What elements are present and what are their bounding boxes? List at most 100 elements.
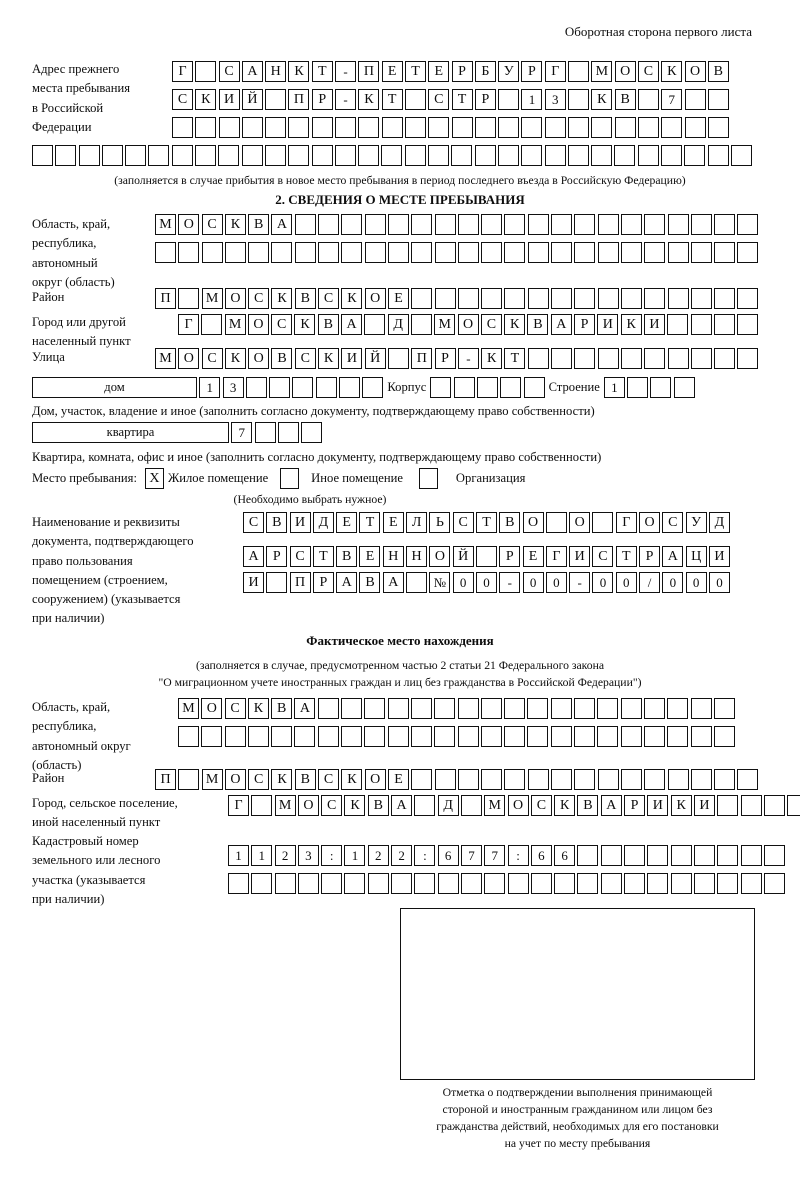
prev-address-r2-cell-8[interactable]: - — [335, 89, 357, 110]
city-cell-3[interactable]: М — [224, 314, 246, 335]
actual-region-r1-cell-12[interactable] — [434, 698, 456, 719]
region-r2-cell-11[interactable] — [387, 242, 409, 263]
doc-r2-cell-4[interactable]: Т — [312, 546, 334, 567]
prev-address-r4-cell-25[interactable] — [591, 145, 613, 166]
korpus-cell-5[interactable] — [523, 377, 545, 398]
actual-region-r1-cell-23[interactable] — [690, 698, 712, 719]
actual-city-cell-7[interactable]: В — [367, 795, 389, 816]
doc-r2-cell-2[interactable]: Р — [266, 546, 288, 567]
region-r2-cell-26[interactable] — [737, 242, 759, 263]
prev-address-r2-cell-14[interactable]: Р — [474, 89, 496, 110]
actual-city-cell-11[interactable] — [460, 795, 482, 816]
actual-region-r2-cell-15[interactable] — [504, 726, 526, 747]
region-r1-cell-12[interactable] — [411, 214, 433, 235]
region-r2-cell-4[interactable] — [224, 242, 246, 263]
cadastral-r1-cell-5[interactable]: : — [321, 845, 343, 866]
actual-city-cell-18[interactable]: Р — [624, 795, 646, 816]
doc-r1-cell-3[interactable]: И — [289, 512, 311, 533]
prev-address-r4-cell-11[interactable] — [264, 145, 286, 166]
prev-address-r2-cell-5[interactable] — [265, 89, 287, 110]
region-r2-cell-20[interactable] — [597, 242, 619, 263]
prev-address-r2-cell-18[interactable] — [568, 89, 590, 110]
doc-r1-cell-14[interactable] — [545, 512, 567, 533]
city-cell-5[interactable]: С — [271, 314, 293, 335]
district-cell-13[interactable] — [434, 288, 456, 309]
doc-r1-cell-5[interactable]: Е — [336, 512, 358, 533]
city-cell-6[interactable]: К — [294, 314, 316, 335]
prev-address-r2-cell-7[interactable]: Р — [311, 89, 333, 110]
region-r2-cell-24[interactable] — [690, 242, 712, 263]
prev-address-r1-cell-6[interactable]: К — [288, 61, 310, 82]
cadastral-r2-cell-20[interactable] — [670, 873, 692, 894]
prev-address-r2-cell-24[interactable] — [707, 89, 729, 110]
cadastral-r1-cell-6[interactable]: 1 — [344, 845, 366, 866]
doc-r3-cell-9[interactable]: № — [429, 572, 451, 593]
prev-address-r3-cell-7[interactable] — [311, 117, 333, 138]
city-cell-12[interactable]: М — [434, 314, 456, 335]
cadastral-r2-cell-11[interactable] — [460, 873, 482, 894]
street-cell-20[interactable] — [597, 348, 619, 369]
prev-address-r3-cell-18[interactable] — [568, 117, 590, 138]
street-cell-21[interactable] — [620, 348, 642, 369]
prev-address-r3-cell-15[interactable] — [498, 117, 520, 138]
house-cell-8[interactable] — [362, 377, 384, 398]
actual-city-cell-9[interactable] — [414, 795, 436, 816]
region-r1-cell-3[interactable]: С — [201, 214, 223, 235]
prev-address-r4-cell-19[interactable] — [451, 145, 473, 166]
prev-address-r4-cell-22[interactable] — [521, 145, 543, 166]
district-cell-6[interactable]: К — [271, 288, 293, 309]
actual-district-cell-14[interactable] — [457, 769, 479, 790]
actual-city-cell-16[interactable]: В — [577, 795, 599, 816]
doc-r2-cell-16[interactable]: С — [592, 546, 614, 567]
actual-district-cell-26[interactable] — [737, 769, 759, 790]
actual-district-cell-2[interactable] — [178, 769, 200, 790]
cadastral-r1-cell-15[interactable]: 6 — [554, 845, 576, 866]
city-cell-15[interactable]: К — [504, 314, 526, 335]
actual-district-cell-9[interactable]: К — [341, 769, 363, 790]
prev-address-r2-cell-11[interactable] — [404, 89, 426, 110]
actual-region-r1-cell-22[interactable] — [667, 698, 689, 719]
prev-address-r4-cell-31[interactable] — [730, 145, 752, 166]
actual-region-r2-cell-14[interactable] — [480, 726, 502, 747]
house-cell-3[interactable] — [245, 377, 267, 398]
prev-address-r4-cell-9[interactable] — [218, 145, 240, 166]
doc-r2-cell-1[interactable]: А — [243, 546, 264, 567]
doc-r1-cell-19[interactable]: С — [662, 512, 684, 533]
cadastral-r1-cell-8[interactable]: 2 — [391, 845, 413, 866]
region-r1-cell-2[interactable]: О — [178, 214, 200, 235]
actual-region-r2-cell-23[interactable] — [690, 726, 712, 747]
actual-city-cell-13[interactable]: О — [507, 795, 529, 816]
region-r2-cell-9[interactable] — [341, 242, 363, 263]
actual-region-r1-cell-17[interactable] — [550, 698, 572, 719]
region-r1-cell-18[interactable] — [551, 214, 573, 235]
region-r1-cell-21[interactable] — [620, 214, 642, 235]
actual-region-r2-cell-20[interactable] — [620, 726, 642, 747]
cadastral-r1-cell-10[interactable]: 6 — [437, 845, 459, 866]
doc-r3-cell-6[interactable]: В — [359, 572, 381, 593]
doc-r2-cell-5[interactable]: В — [336, 546, 358, 567]
prev-address-r2-cell-3[interactable]: И — [218, 89, 240, 110]
region-r2-cell-14[interactable] — [457, 242, 479, 263]
actual-district-cell-25[interactable] — [714, 769, 736, 790]
prev-address-r3-cell-8[interactable] — [335, 117, 357, 138]
district-cell-25[interactable] — [714, 288, 736, 309]
region-r1-cell-22[interactable] — [644, 214, 666, 235]
street-cell-15[interactable]: К — [481, 348, 503, 369]
actual-district-cell-22[interactable] — [644, 769, 666, 790]
prev-address-r1-cell-4[interactable]: А — [241, 61, 263, 82]
city-cell-21[interactable]: И — [643, 314, 665, 335]
city-cell-11[interactable] — [410, 314, 432, 335]
actual-city-cell-12[interactable]: М — [484, 795, 506, 816]
actual-district-cell-20[interactable] — [597, 769, 619, 790]
city-cell-14[interactable]: С — [480, 314, 502, 335]
cadastral-r1-cell-22[interactable] — [717, 845, 739, 866]
stroenie-cell-3[interactable] — [650, 377, 672, 398]
actual-region-r1-cell-24[interactable] — [713, 698, 735, 719]
doc-r3-cell-2[interactable] — [266, 572, 288, 593]
actual-district-cell-23[interactable] — [667, 769, 689, 790]
cadastral-row-2[interactable] — [228, 873, 785, 894]
cadastral-r1-cell-11[interactable]: 7 — [460, 845, 482, 866]
cadastral-r1-cell-19[interactable] — [647, 845, 669, 866]
region-r1-cell-7[interactable] — [294, 214, 316, 235]
